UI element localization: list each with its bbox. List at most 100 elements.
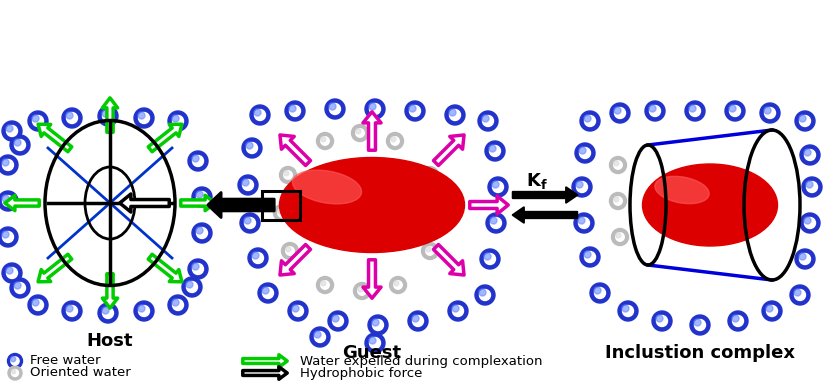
Circle shape: [614, 161, 619, 166]
Circle shape: [317, 133, 333, 149]
Circle shape: [645, 101, 665, 121]
Circle shape: [332, 315, 339, 322]
Circle shape: [614, 107, 621, 114]
Circle shape: [584, 115, 591, 122]
Circle shape: [578, 217, 585, 224]
Circle shape: [11, 357, 16, 362]
Text: Host: Host: [87, 332, 133, 350]
Circle shape: [246, 142, 257, 154]
Circle shape: [66, 305, 73, 312]
Circle shape: [172, 299, 179, 306]
Circle shape: [806, 181, 813, 188]
Circle shape: [28, 295, 48, 315]
Circle shape: [240, 213, 260, 233]
Circle shape: [579, 218, 590, 229]
Ellipse shape: [643, 164, 777, 246]
Circle shape: [289, 105, 300, 116]
Circle shape: [616, 233, 621, 238]
Circle shape: [790, 285, 810, 305]
Circle shape: [329, 103, 336, 110]
Circle shape: [485, 254, 495, 265]
Circle shape: [480, 290, 490, 301]
Circle shape: [800, 116, 810, 126]
Circle shape: [248, 248, 268, 268]
Ellipse shape: [280, 157, 465, 252]
Circle shape: [321, 281, 329, 289]
Circle shape: [804, 217, 811, 224]
Circle shape: [11, 357, 19, 365]
Circle shape: [358, 287, 366, 295]
Circle shape: [192, 187, 212, 207]
Circle shape: [2, 231, 13, 242]
Circle shape: [66, 112, 73, 119]
Circle shape: [766, 305, 773, 312]
Circle shape: [62, 108, 82, 128]
Circle shape: [450, 110, 461, 121]
Circle shape: [805, 149, 815, 160]
Circle shape: [649, 105, 661, 116]
Circle shape: [193, 264, 203, 275]
Circle shape: [594, 287, 601, 294]
Circle shape: [351, 124, 369, 141]
Circle shape: [12, 370, 18, 376]
Circle shape: [138, 113, 150, 123]
Circle shape: [12, 370, 16, 374]
Circle shape: [762, 301, 782, 321]
Circle shape: [168, 111, 188, 131]
Circle shape: [732, 315, 739, 322]
Circle shape: [187, 282, 198, 293]
Circle shape: [10, 135, 30, 155]
Circle shape: [611, 229, 629, 246]
Circle shape: [2, 231, 9, 238]
Bar: [262, 190, 300, 219]
Circle shape: [794, 289, 801, 296]
Circle shape: [242, 138, 262, 158]
Circle shape: [767, 306, 777, 316]
Circle shape: [98, 106, 118, 126]
Circle shape: [196, 227, 203, 234]
Circle shape: [609, 193, 627, 210]
Circle shape: [102, 110, 109, 117]
Circle shape: [482, 116, 494, 126]
Circle shape: [138, 112, 145, 119]
Circle shape: [173, 300, 184, 311]
Circle shape: [274, 205, 290, 221]
Circle shape: [369, 103, 376, 110]
Circle shape: [595, 288, 605, 298]
Circle shape: [760, 103, 780, 123]
Circle shape: [390, 277, 407, 293]
Circle shape: [188, 259, 208, 279]
Circle shape: [622, 305, 629, 312]
Circle shape: [353, 283, 370, 300]
Circle shape: [490, 218, 501, 229]
Circle shape: [614, 197, 622, 205]
Circle shape: [690, 105, 700, 116]
Circle shape: [15, 283, 26, 293]
Circle shape: [197, 228, 208, 239]
Circle shape: [795, 249, 815, 269]
Circle shape: [799, 253, 806, 260]
Circle shape: [694, 319, 701, 326]
Circle shape: [192, 155, 199, 162]
Circle shape: [292, 305, 299, 312]
Circle shape: [690, 315, 710, 335]
Circle shape: [486, 213, 506, 233]
Circle shape: [585, 252, 595, 262]
Circle shape: [493, 182, 504, 193]
Circle shape: [314, 331, 321, 338]
Circle shape: [252, 252, 259, 259]
Circle shape: [488, 177, 508, 197]
Circle shape: [254, 109, 261, 116]
Circle shape: [685, 101, 705, 121]
Text: $\mathbf{K_f}$: $\mathbf{K_f}$: [526, 171, 547, 191]
Circle shape: [390, 137, 399, 145]
Circle shape: [412, 315, 419, 322]
Circle shape: [725, 101, 745, 121]
Circle shape: [800, 145, 820, 165]
Circle shape: [429, 205, 447, 221]
Text: Water expelled during complexation: Water expelled during complexation: [300, 355, 543, 368]
Circle shape: [32, 115, 39, 122]
Circle shape: [289, 105, 296, 112]
Circle shape: [356, 129, 361, 134]
Circle shape: [188, 151, 208, 171]
